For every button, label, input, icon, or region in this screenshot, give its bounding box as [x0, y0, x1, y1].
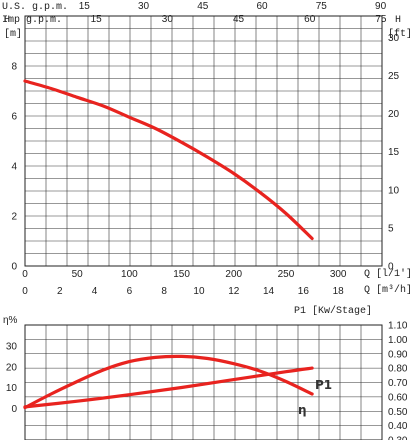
- tick-label-head-m: 6: [11, 112, 17, 123]
- tick-label-imp-gpm: 45: [233, 14, 245, 25]
- tick-label-flow-m3h: 14: [263, 286, 275, 297]
- head-chart-grid: [25, 16, 382, 266]
- flow-axis-1-label: Q [l/1']: [364, 268, 412, 280]
- tick-label-head-ft: 5: [388, 223, 394, 234]
- tick-label-flow-m3h: 10: [193, 286, 205, 297]
- tick-label-flow-m3h: 6: [127, 286, 133, 297]
- tick-label-flow-lmin: 50: [72, 269, 84, 280]
- tick-label-us-gpm: 75: [316, 1, 328, 12]
- tick-label-flow-lmin: 250: [278, 269, 295, 280]
- head-curve: [23, 79, 314, 241]
- tick-label-power: 0.80: [388, 364, 408, 375]
- tick-label-power: 0.90: [388, 349, 408, 360]
- tick-label-flow-m3h: 4: [92, 286, 98, 297]
- us-gpm-axis-label: U.S. g.p.m.: [2, 2, 68, 13]
- tick-label-power: 0.70: [388, 378, 408, 389]
- tick-label-head-ft: 10: [388, 185, 400, 196]
- tick-label-flow-lmin: 200: [225, 269, 242, 280]
- efficiency-curve-label: η: [298, 403, 307, 417]
- tick-label-imp-gpm: 75: [375, 14, 387, 25]
- tick-label-flow-m3h: 12: [228, 286, 240, 297]
- tick-label-power: 0.30: [388, 436, 408, 440]
- efficiency-power-chart: 0 10 20 30 0.30 0.40 0.50 0.60 0.70 0.80 0.90 1.00 1…: [3, 305, 408, 440]
- power-curve-label: P1: [315, 378, 332, 392]
- tick-label-head-m: 0: [11, 262, 17, 273]
- tick-label-head-ft: 25: [388, 71, 400, 82]
- tick-label-us-gpm: 30: [138, 1, 150, 12]
- head-chart-frame: [24, 15, 383, 267]
- tick-label-flow-m3h: 0: [22, 286, 28, 297]
- tick-label-power: 1.00: [388, 335, 408, 346]
- head-axis-right-label: H: [395, 15, 401, 26]
- tick-label-us-gpm: 90: [375, 1, 387, 12]
- tick-label-head-m: 2: [11, 212, 17, 223]
- efficiency-chart-frame: [24, 324, 383, 440]
- tick-label-efficiency: 20: [6, 362, 18, 373]
- tick-label-us-gpm: 15: [79, 1, 91, 12]
- tick-label-head-m: 8: [11, 62, 17, 73]
- tick-label-flow-m3h: 18: [333, 286, 345, 297]
- tick-label-us-gpm: 45: [197, 1, 209, 12]
- head-axis-left-label: H: [4, 15, 10, 26]
- tick-label-power: 1.10: [388, 321, 408, 332]
- tick-label-flow-lmin: 0: [22, 269, 28, 280]
- imp-gpm-axis-label: Imp g.p.m.: [2, 15, 62, 26]
- tick-label-flow-lmin: 300: [330, 269, 347, 280]
- efficiency-chart-grid: [25, 325, 382, 440]
- efficiency-chart-ticks: 0 10 20 30 0.30 0.40 0.50 0.60 0.70 0.80 0.90 1.00 1…: [6, 321, 408, 440]
- tick-label-head-ft: 0: [388, 262, 394, 273]
- tick-label-flow-m3h: 16: [298, 286, 310, 297]
- tick-label-flow-lmin: 100: [121, 269, 138, 280]
- power-axis-label: P1 [Kw/Stage]: [294, 305, 372, 317]
- tick-label-head-ft: 30: [388, 33, 400, 44]
- tick-label-efficiency: 30: [6, 341, 18, 352]
- head-axis-right-unit: [ft]: [388, 28, 412, 40]
- tick-label-head-m: 4: [11, 162, 17, 173]
- tick-label-imp-gpm: 15: [91, 14, 103, 25]
- tick-label-flow-m3h: 2: [57, 286, 63, 297]
- tick-label-imp-gpm: 30: [162, 14, 174, 25]
- tick-label-power: 0.50: [388, 407, 408, 418]
- tick-label-efficiency: 0: [11, 404, 17, 415]
- flow-axis-2-label: Q [m³/h]: [364, 284, 412, 296]
- head-axis-left-unit: [m]: [4, 28, 22, 40]
- tick-label-flow-m3h: 8: [161, 286, 167, 297]
- tick-label-efficiency: 10: [6, 383, 18, 394]
- tick-label-power: 0.40: [388, 421, 408, 432]
- tick-label-us-gpm: 60: [256, 1, 268, 12]
- tick-label-head-ft: 15: [388, 147, 400, 158]
- efficiency-curve: [23, 354, 314, 410]
- tick-label-flow-lmin: 150: [173, 269, 190, 280]
- power-curve: [23, 366, 314, 409]
- tick-label-power: 0.60: [388, 392, 408, 403]
- efficiency-axis-label: η%: [3, 315, 18, 326]
- tick-label-imp-gpm: 60: [304, 14, 316, 25]
- tick-label-head-ft: 20: [388, 109, 400, 120]
